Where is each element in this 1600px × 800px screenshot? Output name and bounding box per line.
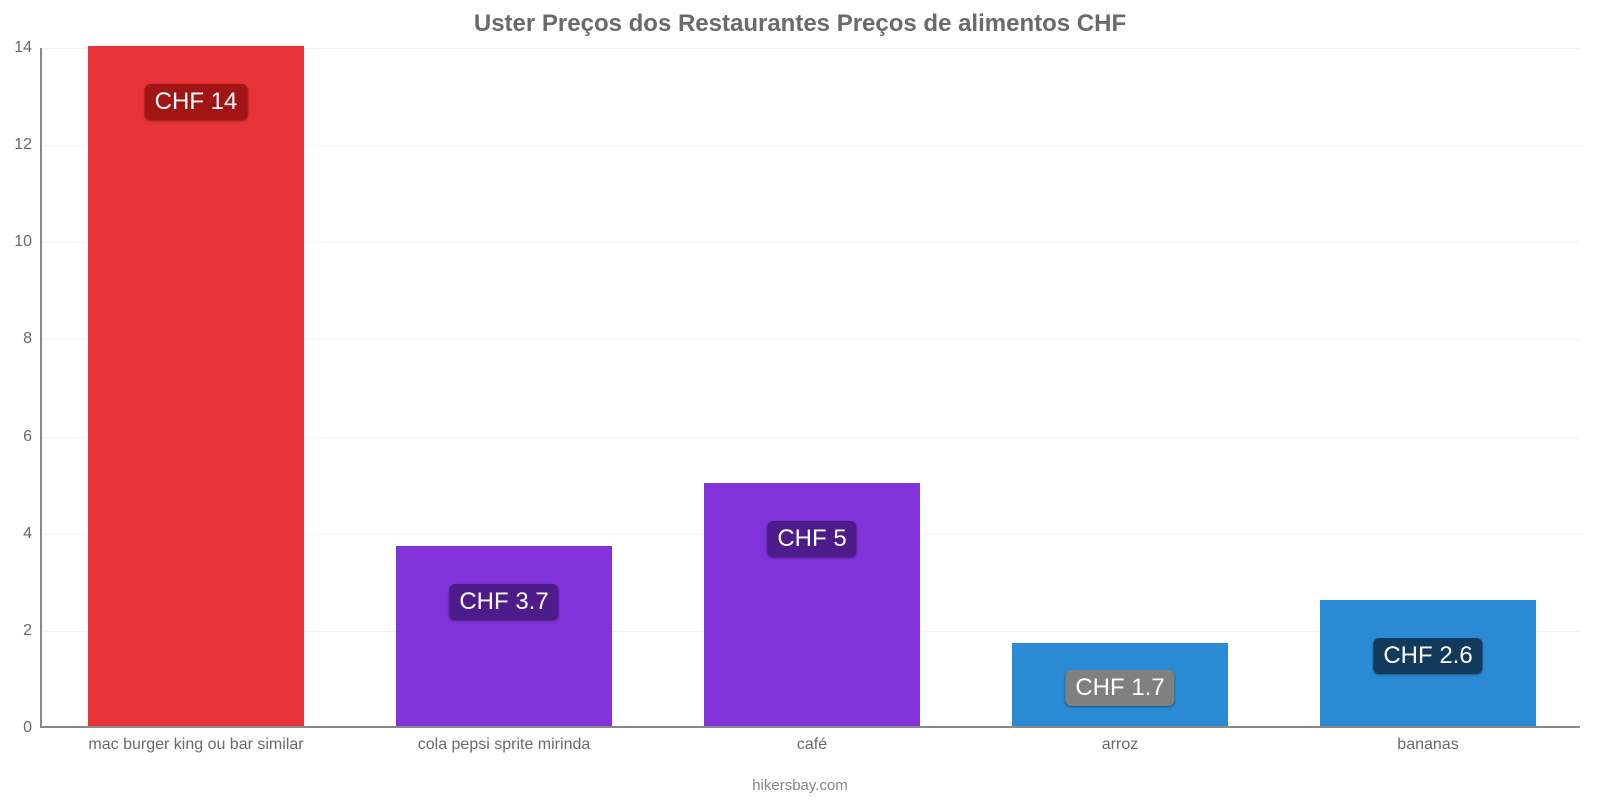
y-tick-label: 6 xyxy=(23,428,42,446)
y-tick-label: 0 xyxy=(23,719,42,737)
x-category-label: bananas xyxy=(1397,726,1458,754)
y-tick-label: 2 xyxy=(23,622,42,640)
bar xyxy=(704,483,920,726)
value-badge: CHF 14 xyxy=(145,84,248,120)
value-badge: CHF 3.7 xyxy=(449,584,558,620)
x-category-label: café xyxy=(797,726,827,754)
value-badge: CHF 1.7 xyxy=(1065,670,1174,706)
y-tick-label: 12 xyxy=(14,136,42,154)
x-category-label: arroz xyxy=(1102,726,1138,754)
attribution-text: hikersbay.com xyxy=(0,777,1600,794)
y-tick-label: 10 xyxy=(14,233,42,251)
y-tick-label: 4 xyxy=(23,525,42,543)
chart-title: Uster Preços dos Restaurantes Preços de … xyxy=(0,10,1600,38)
bar xyxy=(396,546,612,726)
price-bar-chart: Uster Preços dos Restaurantes Preços de … xyxy=(0,0,1600,800)
value-badge: CHF 5 xyxy=(767,521,856,557)
plot-area: 02468101214CHF 14mac burger king ou bar … xyxy=(40,48,1580,728)
y-tick-label: 8 xyxy=(23,330,42,348)
value-badge: CHF 2.6 xyxy=(1373,638,1482,674)
bar xyxy=(88,46,304,726)
y-tick-label: 14 xyxy=(14,39,42,57)
x-category-label: cola pepsi sprite mirinda xyxy=(418,726,591,754)
x-category-label: mac burger king ou bar similar xyxy=(88,726,303,754)
